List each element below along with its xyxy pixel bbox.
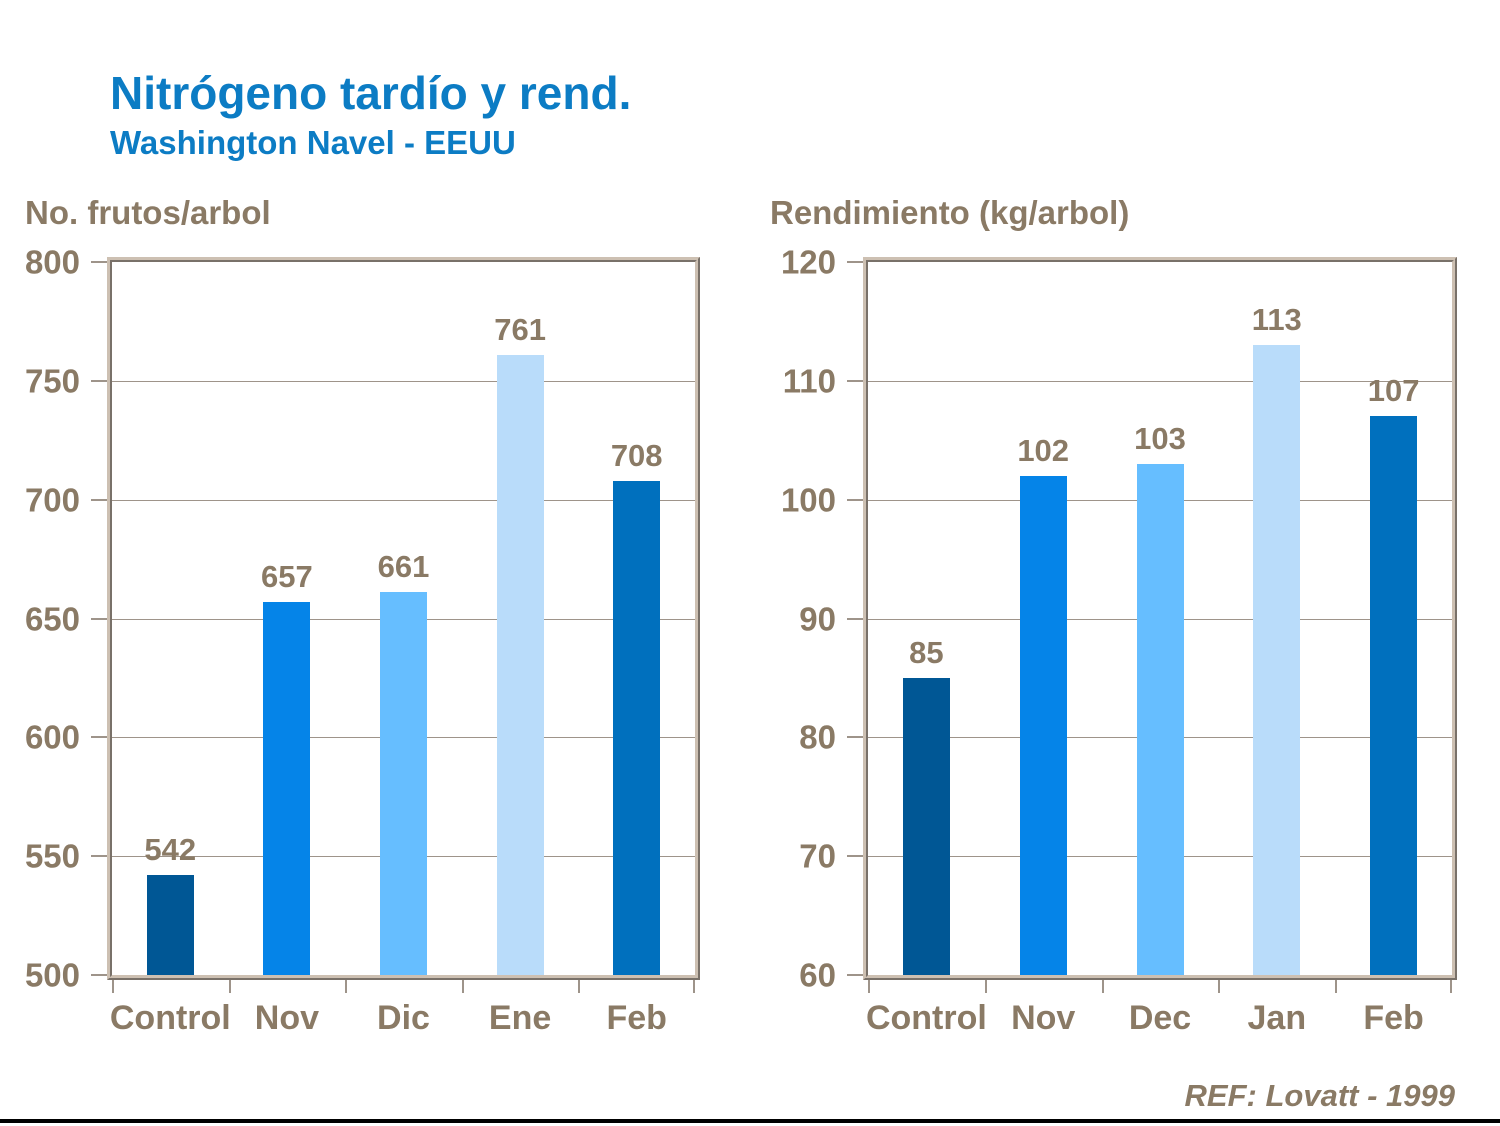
y-tick-label: 700 xyxy=(24,481,80,519)
bar-value-label: 661 xyxy=(377,549,430,585)
axis-title-frutos: No. frutos/arbol xyxy=(25,194,271,231)
gridline xyxy=(112,499,695,501)
y-axis-tick xyxy=(91,379,107,382)
x-category-label: Dic xyxy=(377,999,430,1037)
bar-value-label: 113 xyxy=(1251,302,1302,338)
bar-feb xyxy=(1370,416,1418,975)
y-tick-label: 550 xyxy=(24,837,80,875)
x-axis-tick xyxy=(461,980,464,993)
bar-nov xyxy=(263,601,311,975)
y-axis-tick xyxy=(91,261,107,263)
x-category-label: Ene xyxy=(488,999,552,1037)
x-axis-tick xyxy=(1335,980,1338,993)
y-axis-tick xyxy=(91,498,107,501)
y-tick-label: 500 xyxy=(24,956,80,994)
x-category-label: Control xyxy=(109,999,231,1037)
bar-ene xyxy=(496,354,544,975)
slide-subtitle: Washington Navel - EEUU xyxy=(110,124,516,161)
y-axis-tick xyxy=(847,379,863,382)
bar-jan xyxy=(1253,345,1301,975)
x-category-label: Control xyxy=(865,999,987,1037)
slide-title: Nitrógeno tardío y rend. xyxy=(110,67,632,119)
x-category-label: Jan xyxy=(1247,999,1307,1037)
x-axis-tick xyxy=(1450,980,1452,993)
y-tick-label: 70 xyxy=(799,837,836,875)
y-tick-label: 600 xyxy=(24,718,80,756)
y-tick-label: 80 xyxy=(799,718,836,756)
bar-value-label: 761 xyxy=(494,311,546,347)
y-tick-label: 650 xyxy=(24,600,80,637)
x-axis-tick xyxy=(1101,980,1104,993)
y-axis-tick xyxy=(847,498,863,501)
y-axis-tick xyxy=(91,974,107,976)
x-category-label: Feb xyxy=(1363,999,1424,1037)
bar-value-label: 103 xyxy=(1134,421,1186,457)
bottom-divider xyxy=(0,1119,1500,1123)
x-axis-tick xyxy=(578,980,581,993)
x-axis-tick xyxy=(868,980,870,993)
x-category-label: Nov xyxy=(1011,999,1076,1037)
x-axis-tick xyxy=(1218,980,1221,993)
y-tick-label: 60 xyxy=(799,956,836,994)
y-tick-label: 120 xyxy=(780,243,836,281)
bar-feb xyxy=(613,480,661,975)
bar-dic xyxy=(380,592,427,975)
y-axis-tick xyxy=(847,855,863,858)
y-tick-label: 100 xyxy=(780,481,836,519)
y-tick-label: 800 xyxy=(24,243,80,281)
gridline xyxy=(112,380,695,382)
y-tick-label: 750 xyxy=(24,362,80,400)
y-axis-tick xyxy=(847,974,863,976)
y-axis-tick xyxy=(847,617,863,620)
y-axis-tick xyxy=(91,617,107,620)
x-category-label: Feb xyxy=(606,999,667,1037)
axis-title-rendimiento: Rendimiento (kg/arbol) xyxy=(770,194,1130,231)
x-category-label: Dec xyxy=(1128,999,1192,1037)
y-axis-tick xyxy=(847,261,863,263)
bar-value-label: 107 xyxy=(1367,373,1420,409)
bar-value-label: 542 xyxy=(144,832,197,868)
bar-nov xyxy=(1019,475,1067,975)
bar-control xyxy=(146,875,194,975)
bar-value-label: 85 xyxy=(909,634,944,670)
y-axis-tick xyxy=(847,736,863,739)
y-axis-tick xyxy=(91,855,107,858)
y-tick-label: 110 xyxy=(782,362,836,400)
bar-dec xyxy=(1136,464,1184,975)
x-axis-tick xyxy=(693,980,695,993)
bar-value-label: 102 xyxy=(1017,432,1070,468)
y-axis-tick xyxy=(91,736,107,739)
gridline xyxy=(868,380,1452,382)
bar-chart-rendimiento: Rendimiento (kg/arbol) 60 70 80 90 100 110 120… xyxy=(770,196,1457,1035)
x-axis-tick xyxy=(112,980,114,993)
y-tick-label: 90 xyxy=(799,600,836,637)
x-axis-tick xyxy=(984,980,987,993)
x-category-label: Nov xyxy=(254,999,320,1037)
bar-chart-frutos: No. frutos/arbol 500 550 600 650 700 750 800 54… xyxy=(25,196,700,1035)
bar-control xyxy=(902,677,950,975)
reference-note: REF: Lovatt - 1999 xyxy=(1184,1078,1455,1113)
x-axis-tick xyxy=(228,980,231,993)
x-axis-tick xyxy=(345,980,348,993)
bar-value-label: 708 xyxy=(610,437,663,473)
bar-value-label: 657 xyxy=(261,558,313,594)
